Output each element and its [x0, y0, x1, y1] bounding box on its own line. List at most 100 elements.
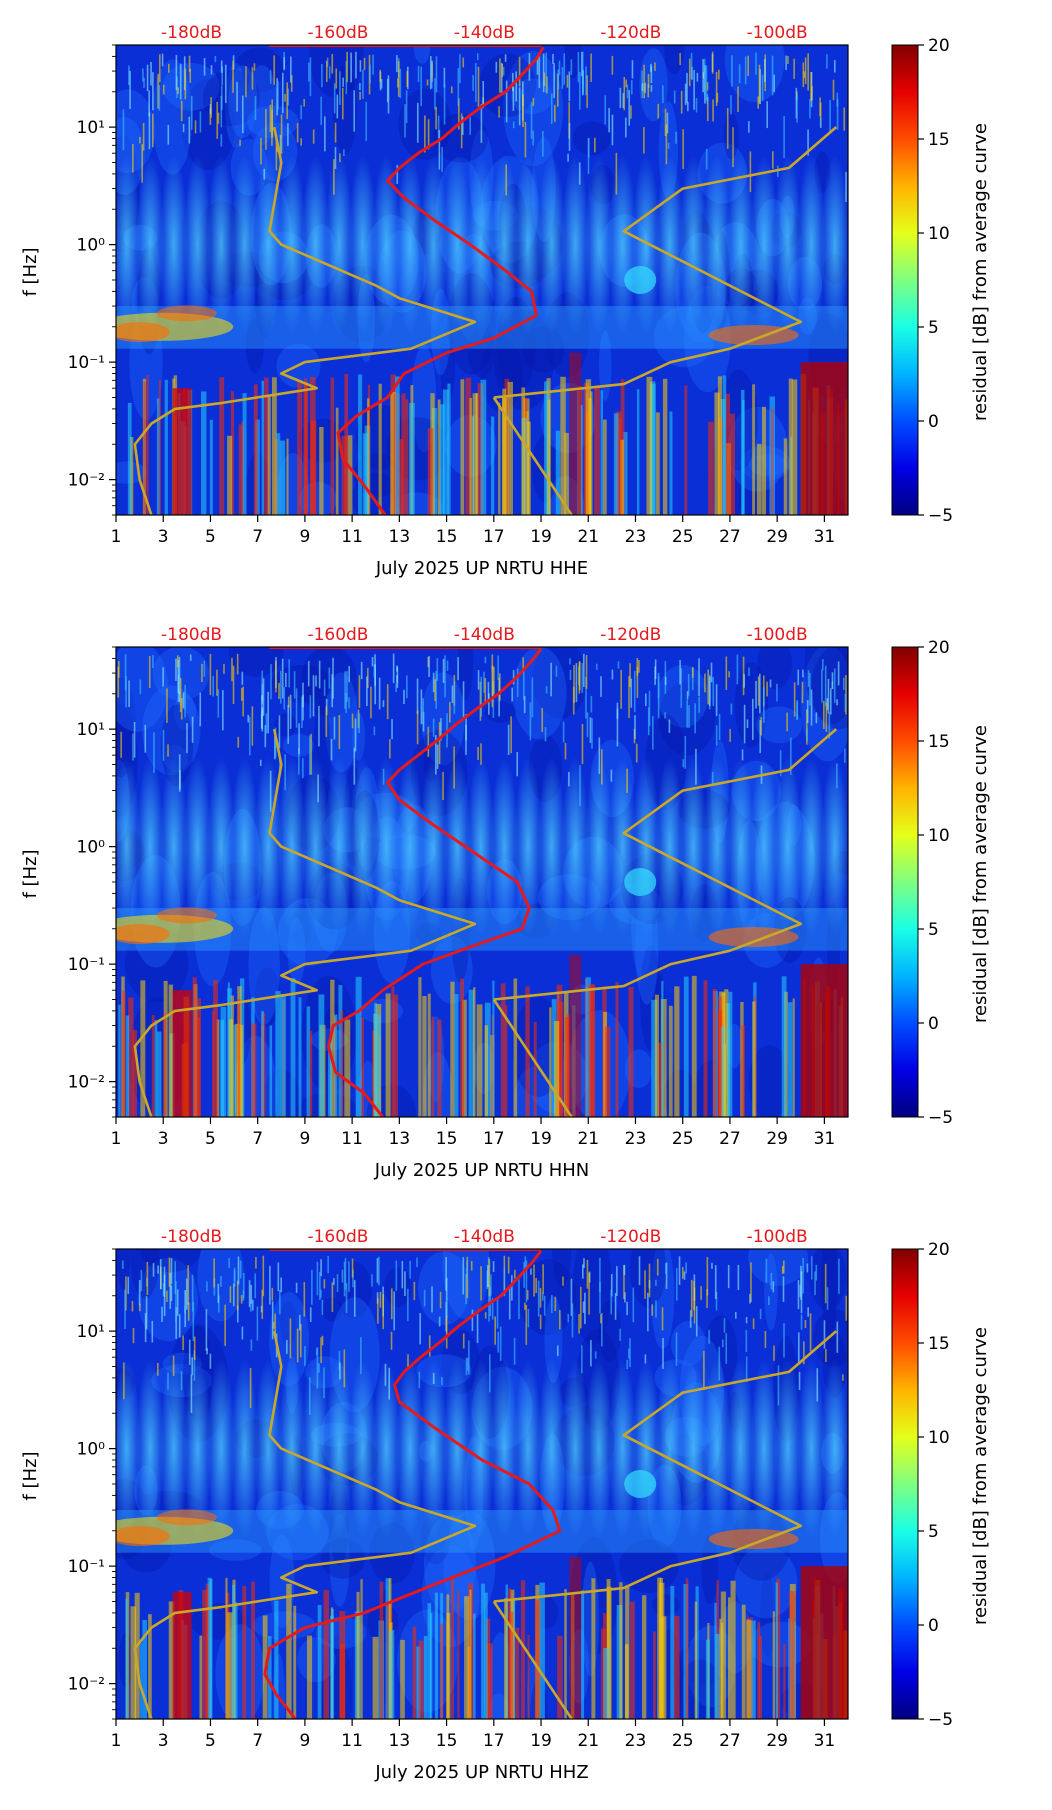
y-tick-label: 10¹: [77, 118, 105, 138]
y-tick-label: 10⁰: [77, 838, 106, 858]
series-line: [492, 998, 573, 1117]
x-tick-label: 19: [530, 527, 552, 547]
series-line: [327, 648, 543, 1117]
x-tick-label: 3: [158, 1731, 169, 1751]
x-tick-label: 1: [111, 1731, 122, 1751]
x-tick-label: 27: [719, 1731, 741, 1751]
x-tick-label: 3: [158, 527, 169, 547]
y-axis-label: f [Hz]: [20, 849, 41, 898]
colorbar-tick-label: 15: [928, 1334, 950, 1354]
x-tick-label: 17: [483, 527, 505, 547]
y-tick-label: 10⁻²: [68, 1675, 105, 1695]
x-tick-label: 1: [111, 527, 122, 547]
x-tick-label: 15: [436, 1129, 458, 1149]
x-tick-label: 29: [766, 1129, 788, 1149]
y-tick-label: 10¹: [77, 1322, 105, 1342]
y-tick-label: 10⁻²: [68, 471, 105, 491]
x-tick-label: 19: [530, 1129, 552, 1149]
series-line: [133, 728, 477, 1117]
series-line: [492, 396, 573, 515]
colorbar-tick-label: 10: [928, 224, 950, 244]
series-line: [493, 728, 838, 1001]
x-axis-label: July 2025 UP NRTU HHN: [374, 1160, 589, 1181]
colorbar-tick-label: 0: [928, 1014, 939, 1034]
y-axis-label: f [Hz]: [20, 247, 41, 296]
x-tick-label: 9: [299, 1731, 310, 1751]
x-tick-label: 29: [766, 527, 788, 547]
series-line: [336, 46, 545, 515]
series-line: [493, 1330, 838, 1603]
top-db-label: -100dB: [747, 625, 808, 645]
x-tick-label: 15: [436, 527, 458, 547]
colorbar-tick-label: 15: [928, 130, 950, 150]
x-tick-label: 23: [625, 1129, 647, 1149]
x-tick-label: 21: [577, 527, 599, 547]
x-tick-label: 31: [814, 1731, 836, 1751]
spectrogram-svg: 1 3 5 7 9 11 13 15 17 19 21 23 25 27 29 3110⁻²10⁻¹10⁰10…: [20, 23, 991, 579]
top-db-label: -100dB: [747, 23, 808, 43]
x-tick-label: 9: [299, 1129, 310, 1149]
series-line: [493, 126, 838, 399]
top-db-label: -120dB: [600, 23, 661, 43]
x-tick-label: 31: [814, 527, 836, 547]
colorbar-tick-label: 5: [928, 318, 939, 338]
colorbar-tick-label: 5: [928, 920, 939, 940]
x-tick-label: 7: [252, 527, 263, 547]
top-db-label: -120dB: [600, 625, 661, 645]
x-tick-label: 27: [719, 1129, 741, 1149]
x-axis-label: July 2025 UP NRTU HHE: [375, 558, 588, 579]
y-tick-label: 10⁻¹: [68, 353, 105, 373]
x-tick-label: 11: [341, 527, 363, 547]
colorbar-tick-label: 10: [928, 1428, 950, 1448]
series-line: [133, 1330, 477, 1719]
series-line: [263, 1250, 562, 1719]
x-tick-label: 7: [252, 1731, 263, 1751]
colorbar-tick-label: −5: [928, 506, 953, 526]
x-tick-label: 23: [625, 1731, 647, 1751]
colorbar-tick-label: 0: [928, 1616, 939, 1636]
x-tick-label: 25: [672, 527, 694, 547]
x-tick-label: 1: [111, 1129, 122, 1149]
x-tick-label: 15: [436, 1731, 458, 1751]
top-db-label: -160dB: [307, 1227, 368, 1247]
spectrogram-panel: 1 3 5 7 9 11 13 15 17 19 21 23 25 27 29 31 10⁻² 10⁻¹ 10⁰ 10…: [0, 602, 1052, 1208]
top-db-label: -140dB: [454, 23, 515, 43]
x-tick-label: 5: [205, 527, 216, 547]
x-tick-label: 11: [341, 1129, 363, 1149]
colorbar-label: residual [dB] from average curve: [970, 725, 991, 1023]
colorbar-tick-label: −5: [928, 1108, 953, 1128]
spectrogram-panel: 1 3 5 7 9 11 13 15 17 19 21 23 25 27 29 31 10⁻² 10⁻¹ 10⁰ 10…: [0, 1204, 1052, 1810]
x-tick-label: 5: [205, 1731, 216, 1751]
x-tick-label: 21: [577, 1129, 599, 1149]
x-tick-label: 13: [389, 1129, 411, 1149]
top-db-label: -140dB: [454, 625, 515, 645]
y-tick-label: 10¹: [77, 720, 105, 740]
colorbar-tick-label: 15: [928, 732, 950, 752]
colorbar-tick-label: 20: [928, 1240, 950, 1260]
colorbar-tick-label: 20: [928, 36, 950, 56]
colorbar-tick-label: 20: [928, 638, 950, 658]
colorbar: [891, 1248, 919, 1720]
x-tick-label: 25: [672, 1731, 694, 1751]
top-db-label: -180dB: [161, 625, 222, 645]
top-db-label: -120dB: [600, 1227, 661, 1247]
series-line: [492, 1600, 573, 1719]
y-tick-label: 10⁻¹: [68, 955, 105, 975]
x-tick-label: 3: [158, 1129, 169, 1149]
x-tick-label: 5: [205, 1129, 216, 1149]
x-tick-label: 13: [389, 1731, 411, 1751]
x-axis-label: July 2025 UP NRTU HHZ: [374, 1762, 588, 1783]
y-tick-label: 10⁰: [77, 1440, 106, 1460]
colorbar: [891, 646, 919, 1118]
x-tick-label: 17: [483, 1129, 505, 1149]
top-db-label: -100dB: [747, 1227, 808, 1247]
top-db-label: -140dB: [454, 1227, 515, 1247]
x-tick-label: 13: [389, 527, 411, 547]
x-tick-label: 11: [341, 1731, 363, 1751]
x-tick-label: 27: [719, 527, 741, 547]
x-tick-label: 21: [577, 1731, 599, 1751]
y-tick-label: 10⁰: [77, 236, 106, 256]
y-axis-label: f [Hz]: [20, 1451, 41, 1500]
top-db-label: -160dB: [307, 23, 368, 43]
x-tick-label: 29: [766, 1731, 788, 1751]
